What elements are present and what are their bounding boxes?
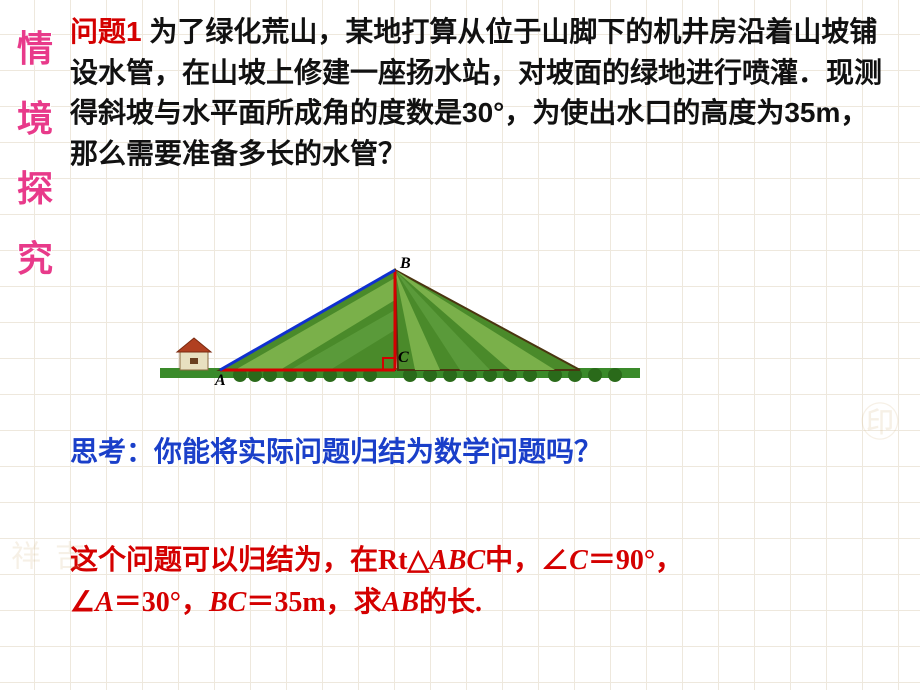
problem-text: 问题1 为了绿化荒山，某地打算从位于山脚下的机井房沿着山坡铺设水管，在山坡上修建…	[70, 12, 890, 174]
answer-text: 这个问题可以归结为，在Rt△ABC中，∠C＝90°， ∠A＝30°，BC＝35m…	[70, 540, 890, 624]
sidebar-char: 情	[17, 20, 53, 72]
sidebar-char: 探	[17, 160, 53, 212]
diagram-label-A: A	[214, 372, 226, 389]
problem-label: 问题1	[70, 16, 142, 47]
diagram-label-C: C	[398, 349, 409, 366]
sidebar-char: 究	[17, 230, 53, 282]
mountain-diagram: A B C	[160, 240, 640, 390]
sidebar-vertical-title: 情 境 探 究	[10, 20, 60, 282]
problem-body: 为了绿化荒山，某地打算从位于山脚下的机井房沿着山坡铺设水管，在山坡上修建一座扬水…	[70, 16, 882, 169]
thinking-prompt: 思考：你能将实际问题归结为数学问题吗？	[70, 430, 602, 470]
diagram-label-B: B	[399, 255, 411, 272]
sidebar-char: 境	[17, 90, 53, 142]
